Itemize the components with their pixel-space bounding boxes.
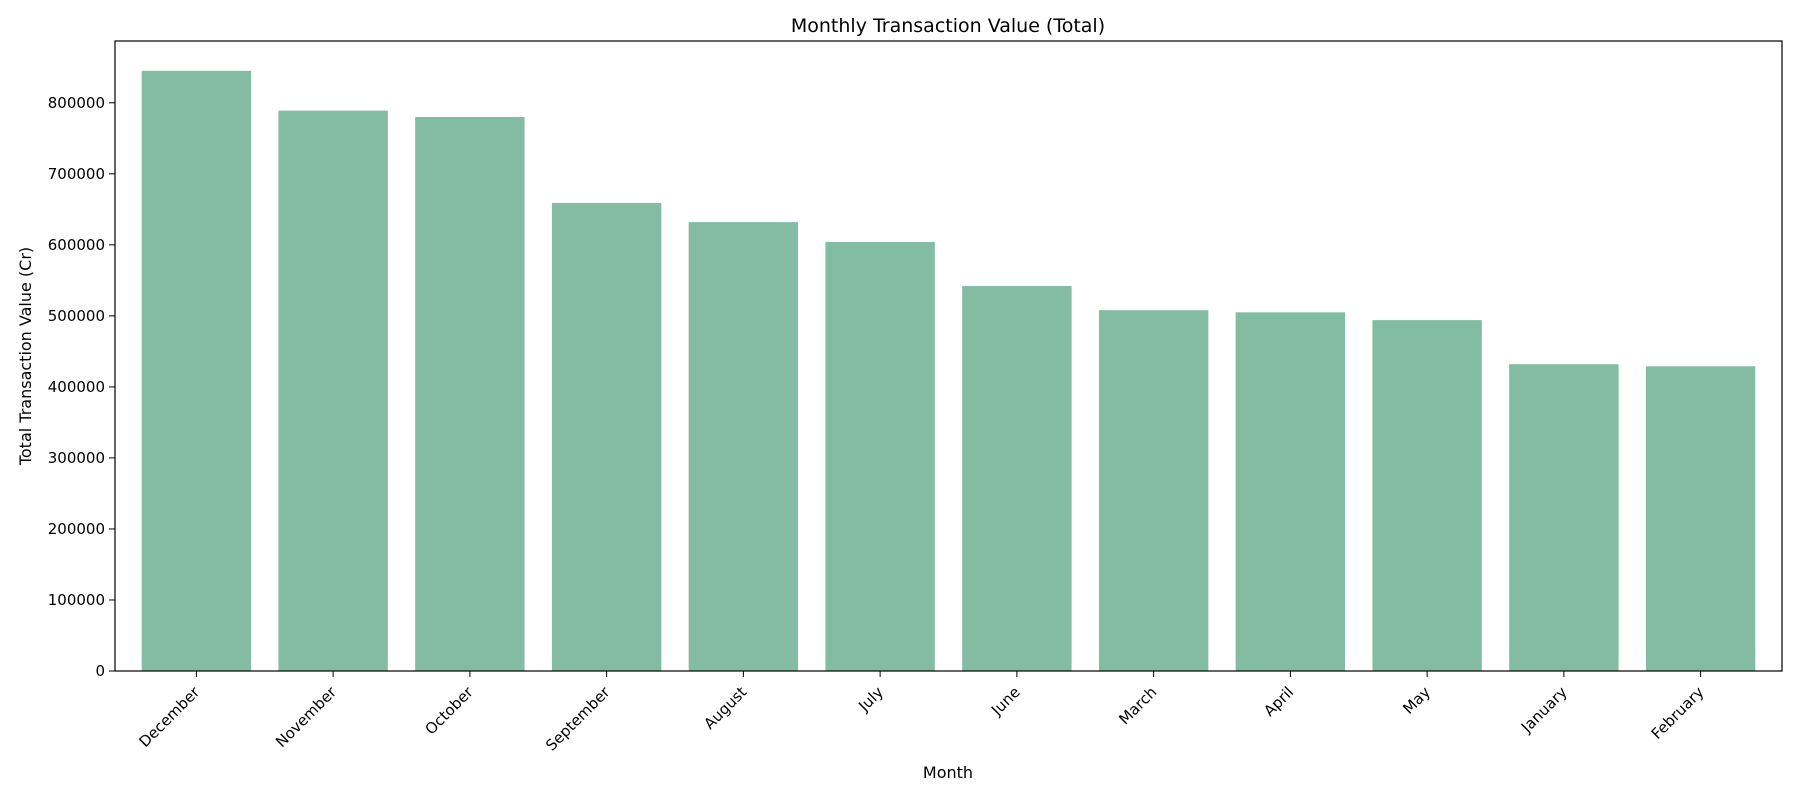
plot-frame <box>114 40 1783 672</box>
x-tick-label: February <box>1648 683 1708 743</box>
bar-december <box>141 70 252 672</box>
bar-june <box>962 286 1072 671</box>
x-tick-label: August <box>700 683 750 733</box>
y-tick-label: 0 <box>95 662 105 680</box>
bar-november <box>278 110 388 671</box>
y-tick-label: 500000 <box>48 307 105 325</box>
y-axis: 0 100000 200000 300000 400000 500000 600000 700… <box>48 94 115 680</box>
bar-february <box>1645 366 1756 671</box>
x-tick-label: June <box>987 683 1024 720</box>
y-tick-label: 100000 <box>48 591 105 609</box>
x-tick-label: September <box>542 683 614 755</box>
x-tick-label: October <box>422 683 478 739</box>
x-tick-label: December <box>135 683 203 751</box>
y-axis-label: Total Transaction Value (Cr) <box>16 247 35 466</box>
bar-march <box>1098 310 1209 671</box>
x-tick-label: April <box>1260 683 1297 720</box>
bar-april <box>1235 312 1346 671</box>
x-axis-label: Month <box>923 763 973 782</box>
y-tick-label: 700000 <box>48 165 105 183</box>
bars <box>141 70 1756 672</box>
x-tick-label: July <box>854 683 887 716</box>
bar-january <box>1509 364 1619 671</box>
y-tick-label: 300000 <box>48 449 105 467</box>
x-tick-label: May <box>1399 683 1434 718</box>
bar-august <box>688 222 799 671</box>
bar-october <box>415 116 525 671</box>
chart-title: Monthly Transaction Value (Total) <box>791 15 1105 37</box>
x-tick-label: November <box>272 683 340 751</box>
y-tick-label: 200000 <box>48 520 105 538</box>
x-tick-label: January <box>1517 683 1571 737</box>
bar-september <box>551 202 662 671</box>
y-tick-label: 800000 <box>48 94 105 112</box>
y-tick-label: 400000 <box>48 378 105 396</box>
bar-may <box>1372 320 1482 671</box>
bar-july <box>825 242 935 671</box>
x-tick-label: March <box>1115 683 1160 728</box>
x-axis: December November October September August Ju… <box>135 671 1708 755</box>
y-tick-label: 600000 <box>48 236 105 254</box>
